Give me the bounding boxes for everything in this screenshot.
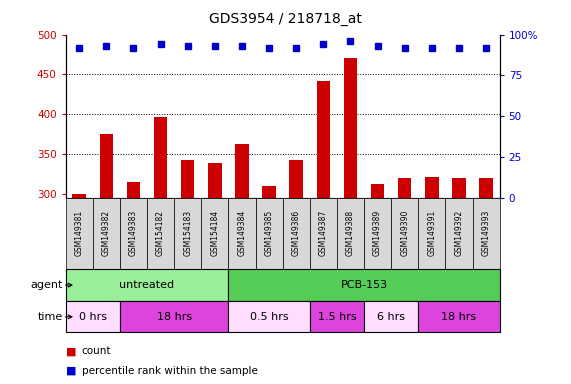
- Bar: [73, 194, 86, 198]
- Text: count: count: [82, 346, 111, 356]
- Text: GSM149389: GSM149389: [373, 210, 382, 257]
- Text: GSM149384: GSM149384: [238, 210, 247, 257]
- Bar: [371, 184, 384, 198]
- Bar: [316, 81, 330, 198]
- Bar: [398, 178, 412, 198]
- Text: time: time: [38, 312, 63, 322]
- Bar: [452, 178, 466, 198]
- Text: GSM149387: GSM149387: [319, 210, 328, 257]
- Text: GSM149382: GSM149382: [102, 210, 111, 257]
- Bar: [262, 186, 276, 198]
- Text: 0.5 hrs: 0.5 hrs: [250, 312, 288, 322]
- Text: ■: ■: [66, 366, 76, 376]
- Bar: [425, 177, 439, 198]
- Text: agent: agent: [30, 280, 63, 290]
- Text: GSM149386: GSM149386: [292, 210, 301, 257]
- Bar: [99, 134, 113, 198]
- Text: 0 hrs: 0 hrs: [79, 312, 107, 322]
- Text: GSM149393: GSM149393: [481, 210, 490, 257]
- Text: GSM149383: GSM149383: [129, 210, 138, 257]
- Text: GSM149385: GSM149385: [264, 210, 274, 257]
- Text: ■: ■: [66, 346, 76, 356]
- Bar: [479, 178, 493, 198]
- Text: 6 hrs: 6 hrs: [377, 312, 405, 322]
- Bar: [344, 58, 357, 198]
- Text: GSM149392: GSM149392: [455, 210, 464, 257]
- Bar: [208, 163, 222, 198]
- Text: GSM149381: GSM149381: [75, 210, 84, 257]
- Bar: [127, 182, 140, 198]
- Text: 1.5 hrs: 1.5 hrs: [317, 312, 356, 322]
- Text: GSM149388: GSM149388: [346, 210, 355, 257]
- Text: PCB-153: PCB-153: [340, 280, 388, 290]
- Bar: [289, 159, 303, 198]
- Bar: [181, 159, 195, 198]
- Text: untreated: untreated: [119, 280, 175, 290]
- Text: 18 hrs: 18 hrs: [156, 312, 192, 322]
- Bar: [154, 117, 167, 198]
- Text: GSM149390: GSM149390: [400, 210, 409, 257]
- Text: GSM149391: GSM149391: [427, 210, 436, 257]
- Text: GSM154184: GSM154184: [210, 210, 219, 257]
- Bar: [235, 144, 249, 198]
- Text: GSM154183: GSM154183: [183, 210, 192, 257]
- Text: percentile rank within the sample: percentile rank within the sample: [82, 366, 258, 376]
- Text: 18 hrs: 18 hrs: [441, 312, 477, 322]
- Text: GDS3954 / 218718_at: GDS3954 / 218718_at: [209, 12, 362, 25]
- Text: GSM154182: GSM154182: [156, 210, 165, 256]
